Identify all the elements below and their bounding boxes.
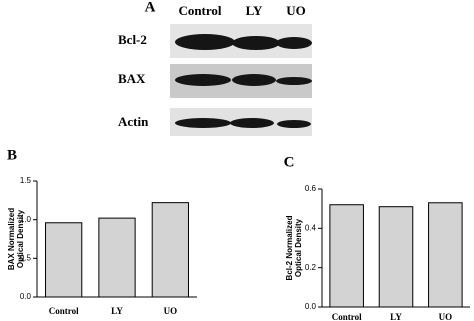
x-tick-label: LY — [111, 306, 123, 316]
y-axis-label: Optical Density — [294, 218, 303, 277]
panel-label: B — [7, 147, 17, 163]
x-tick-label: UO — [439, 312, 453, 321]
bar — [378, 206, 414, 308]
y-axis-label: Bcl-2 Normalized — [285, 215, 294, 280]
bar — [329, 204, 364, 308]
y-tick-label: 0.5 — [20, 253, 32, 262]
y-tick-label: 0.6 — [305, 184, 317, 193]
row-label: Actin — [118, 114, 149, 129]
bar — [98, 217, 136, 298]
y-axis-label: BAX Normalized — [7, 208, 16, 270]
lane-label: Control — [178, 3, 221, 18]
x-tick-label: Control — [49, 306, 79, 316]
bar — [151, 202, 189, 298]
y-tick-label: 1.0 — [20, 215, 32, 224]
x-tick-label: LY — [390, 312, 402, 321]
x-tick-label: UO — [164, 306, 178, 316]
y-axis-label: Optical Density — [16, 209, 25, 268]
y-tick-label: 0.4 — [305, 223, 317, 232]
row-label: Bcl-2 — [118, 32, 147, 47]
bar — [45, 222, 83, 298]
row-label: BAX — [118, 71, 146, 86]
y-tick-label: 1.5 — [20, 176, 32, 185]
lane-label: UO — [286, 3, 306, 18]
western-blot: A Control LY UO Bcl-2 BAX Actin — [118, 0, 312, 136]
panel-label: C — [284, 154, 295, 170]
y-tick-label: 0.2 — [305, 263, 317, 272]
bands — [175, 34, 312, 128]
y-tick-label: 0.0 — [305, 302, 317, 311]
lane-label: LY — [246, 3, 263, 18]
bar — [428, 202, 463, 308]
x-tick-label: Control — [332, 312, 362, 321]
panel-label: A — [145, 0, 156, 15]
y-tick-label: 0.0 — [20, 292, 32, 301]
